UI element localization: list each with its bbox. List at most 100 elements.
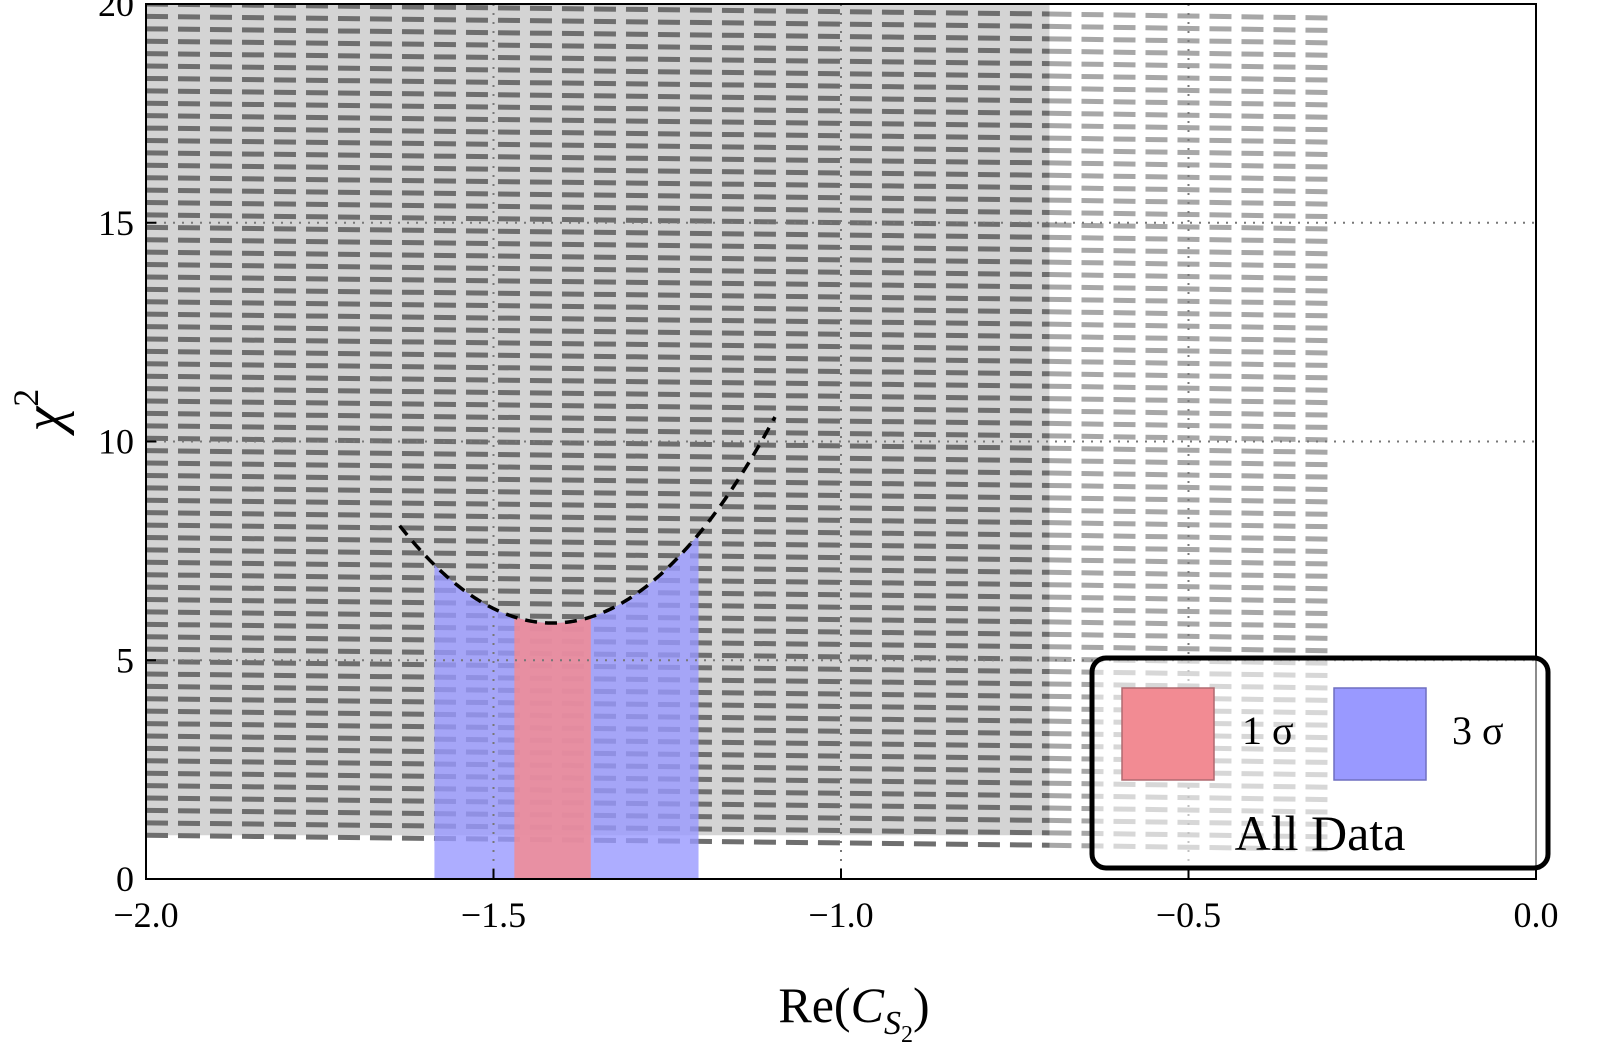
x-tick-label: −1.5 <box>461 895 526 935</box>
hatch-line-left <box>146 510 1050 526</box>
hatch-line-right <box>1049 85 1328 95</box>
hatch-line-left <box>146 150 1050 166</box>
hatch-line-right <box>1049 607 1328 617</box>
hatch-line-left <box>146 534 1050 550</box>
hatch-line-left <box>146 125 1050 141</box>
hatch-line-left <box>146 410 1050 426</box>
hatch-line-left <box>146 460 1050 476</box>
y-tick-label: 10 <box>98 422 134 462</box>
legend-swatch-1sigma <box>1121 687 1215 781</box>
hatch-line-right <box>1049 160 1328 170</box>
hatch-line-left <box>146 584 1050 600</box>
axis-ticks-layer: −2.0 −1.5 −1.0 −0.5 0.0 0 5 10 15 20 <box>98 0 1559 935</box>
hatch-line-left <box>146 26 1050 42</box>
hatch-line-right <box>1049 445 1328 455</box>
hatch-line-right <box>1049 73 1328 83</box>
hatch-line-left <box>146 373 1050 389</box>
hatch-line-left <box>146 262 1050 278</box>
hatch-line-left <box>146 187 1050 203</box>
hatch-line-right <box>1049 98 1328 108</box>
hatch-line-right <box>1049 123 1328 133</box>
hatch-line-right <box>1049 48 1328 58</box>
hatch-line-left <box>146 237 1050 253</box>
hatch-line-left <box>146 212 1050 228</box>
hatch-line-left <box>146 324 1050 340</box>
y-axis-title: χ2 <box>6 389 75 437</box>
hatch-line-right <box>1049 11 1328 21</box>
hatch-line-left <box>146 88 1050 104</box>
hatch-line-left <box>146 224 1050 240</box>
hatch-line-right <box>1049 321 1328 331</box>
hatch-line-left <box>146 398 1050 414</box>
hatch-line-left <box>146 423 1050 439</box>
legend-label-1sigma: 1 σ <box>1242 708 1294 753</box>
hatch-line-right <box>1049 482 1328 492</box>
hatch-line-right <box>1049 185 1328 195</box>
hatch-line-left <box>146 448 1050 464</box>
y-tick-label: 0 <box>116 859 134 899</box>
hatch-line-right <box>1049 358 1328 368</box>
hatch-line-right <box>1049 61 1328 71</box>
hatch-line-left <box>146 286 1050 302</box>
hatch-line-left <box>146 13 1050 29</box>
hatch-line-left <box>146 386 1050 402</box>
hatch-line-right <box>1049 408 1328 418</box>
y-tick-label: 15 <box>98 203 134 243</box>
hatch-line-left <box>146 311 1050 327</box>
hatch-line-right <box>1049 420 1328 430</box>
hatch-line-right <box>1049 272 1328 282</box>
hatch-line-right <box>1049 582 1328 592</box>
hatch-line-right <box>1049 247 1328 257</box>
hatch-line-right <box>1049 371 1328 381</box>
hatch-line-left <box>146 200 1050 216</box>
hatch-line-right <box>1049 383 1328 393</box>
hatch-line-right <box>1049 147 1328 157</box>
hatch-line-left <box>146 547 1050 563</box>
hatch-line-left <box>146 559 1050 575</box>
sigma-regions-layer <box>434 534 699 879</box>
chi2-curve <box>398 416 777 625</box>
hatch-line-right <box>1049 110 1328 120</box>
x-tick-label: −2.0 <box>113 895 178 935</box>
hatch-line-left <box>146 435 1050 451</box>
hatch-line-left <box>146 472 1050 488</box>
hatch-line-right <box>1049 470 1328 480</box>
hatch-line-right <box>1049 644 1328 654</box>
hatch-line-left <box>146 497 1050 513</box>
hatch-line-right <box>1049 346 1328 356</box>
hatch-line-left <box>146 522 1050 538</box>
hatch-line-left <box>146 249 1050 265</box>
hatch-line-right <box>1049 309 1328 319</box>
legend: 1 σ 3 σ All Data <box>1089 655 1551 871</box>
x-tick-label: −1.0 <box>808 895 873 935</box>
hatch-line-left <box>146 113 1050 129</box>
hatch-line-left <box>146 361 1050 377</box>
hatch-line-right <box>1049 284 1328 294</box>
hatch-line-right <box>1049 619 1328 629</box>
legend-title: All Data <box>1235 805 1406 861</box>
hatch-line-right <box>1049 532 1328 542</box>
hatch-line-left <box>146 274 1050 290</box>
x-tick-label: −0.5 <box>1156 895 1221 935</box>
hatch-line-left <box>146 63 1050 79</box>
legend-swatch-3sigma <box>1333 687 1427 781</box>
hatch-line-right <box>1049 557 1328 567</box>
x-tick-label: 0.0 <box>1514 895 1559 935</box>
hatch-line-right <box>1049 520 1328 530</box>
hatch-line-left <box>146 100 1050 116</box>
hatch-line-right <box>1049 23 1328 33</box>
hatch-line-right <box>1049 458 1328 468</box>
hatch-line-right <box>1049 222 1328 232</box>
hatch-line-right <box>1049 631 1328 641</box>
hatch-line-left <box>146 4 1050 17</box>
hatch-line-left <box>146 51 1050 67</box>
hatch-line-left <box>146 348 1050 364</box>
hatch-line-left <box>146 336 1050 352</box>
hatch-line-left <box>146 162 1050 178</box>
hatch-line-left <box>146 75 1050 91</box>
hatch-line-right <box>1049 544 1328 554</box>
y-tick-label: 20 <box>98 0 134 24</box>
hatch-line-left <box>146 175 1050 191</box>
